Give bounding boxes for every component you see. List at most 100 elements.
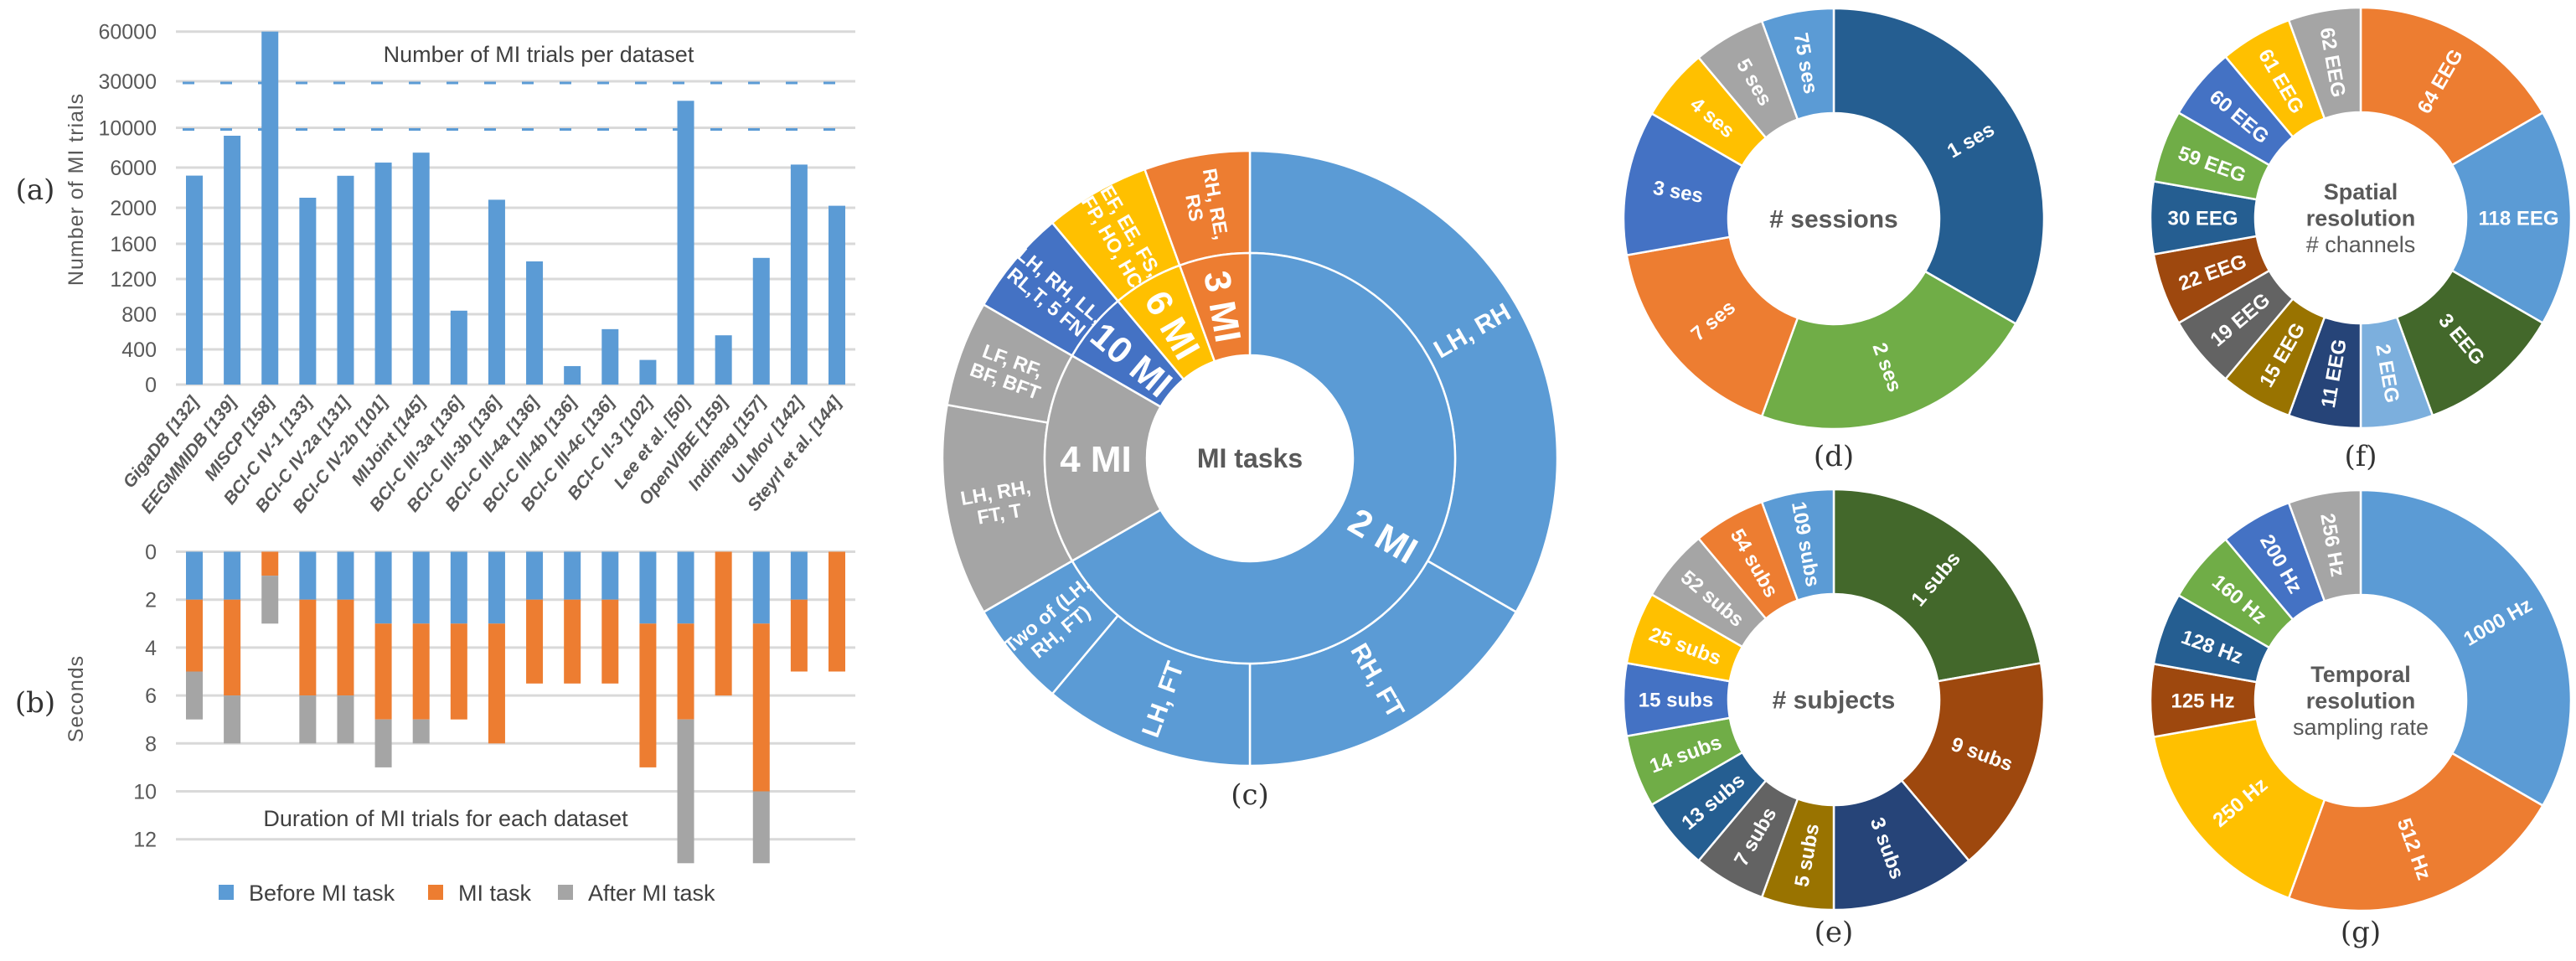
bar: [450, 310, 467, 385]
donut-slice: [1043, 354, 1163, 563]
bar-segment: [488, 623, 505, 744]
bar-segment: [374, 719, 392, 767]
panel-label-a: (a): [16, 173, 55, 207]
bar-segment: [450, 551, 467, 624]
bar-segment: [374, 551, 392, 624]
bar-segment: [299, 695, 317, 744]
center-subtitle: sampling rate: [2293, 715, 2429, 740]
slice-label: 118 EEG: [2478, 208, 2558, 230]
bar-segment: [564, 551, 581, 600]
bar-segment: [299, 551, 317, 600]
donut-slice: [2359, 488, 2573, 808]
y-tick-label: 8: [145, 732, 157, 756]
panel-label-g: (g): [2341, 916, 2381, 949]
donut-slice: [1760, 270, 2018, 431]
bar-segment: [601, 551, 619, 600]
bar: [715, 335, 732, 385]
bar: [601, 328, 619, 385]
y-tick-label: 0: [145, 374, 157, 397]
y-tick-label: 2000: [110, 197, 157, 220]
bar-segment: [224, 695, 241, 744]
slice-label-line: 4 MI: [1060, 439, 1132, 480]
bar-segment: [677, 719, 694, 864]
bar: [752, 257, 770, 385]
legend-swatch: [558, 885, 573, 900]
bar-segment: [752, 551, 770, 624]
bar-segment: [526, 599, 544, 684]
bar-segment: [224, 599, 241, 696]
bar: [412, 152, 430, 385]
legend-swatch: [428, 885, 443, 900]
center-title: Temporal: [2310, 662, 2411, 687]
bar-segment: [829, 551, 845, 672]
bar-segment: [412, 551, 430, 624]
y-tick-label: 2: [145, 589, 157, 612]
bar-segment: [677, 623, 694, 720]
bar-segment: [337, 551, 354, 600]
legend-label: MI task: [458, 881, 532, 906]
bar: [374, 163, 392, 385]
bar: [261, 31, 279, 385]
slice-label: 15 subs: [1639, 690, 1713, 712]
center-title: Spatial: [2324, 179, 2398, 204]
chart-a-trials-per-dataset: 04008001200160020006000100003000060000Gi…: [65, 21, 855, 517]
bar-segment: [186, 671, 203, 720]
y-tick-label: 10000: [98, 117, 157, 141]
center-title: MI tasks: [1197, 443, 1303, 473]
bar: [224, 136, 241, 385]
bar-segment: [412, 719, 430, 744]
legend-swatch: [219, 885, 234, 900]
panel-label-d: (d): [1814, 440, 1854, 473]
bar-segment: [752, 623, 770, 792]
legend-label: After MI task: [588, 881, 715, 906]
bar-segment: [715, 551, 732, 696]
bar: [526, 261, 544, 385]
slice-label: 4 MI: [1060, 439, 1132, 480]
bar-segment: [601, 599, 619, 684]
bar-segment: [412, 623, 430, 720]
panel-label-e: (e): [1815, 916, 1854, 949]
donut-slice: [2287, 488, 2362, 603]
donut-slice: [2287, 752, 2545, 912]
bar-segment: [337, 695, 354, 744]
donut-slice: [1760, 7, 1835, 121]
y-tick-label: 800: [121, 303, 157, 327]
bar-segment: [374, 623, 392, 720]
slice-label-line: 118 EEG: [2478, 208, 2558, 230]
y-axis-title: Number of MI trials: [65, 93, 88, 286]
slice-label-line: 125 Hz: [2171, 690, 2234, 713]
bar: [677, 101, 694, 385]
donut-slice: [2287, 6, 2362, 121]
bar: [564, 365, 581, 385]
donut-slice: [1625, 235, 1799, 418]
bar: [639, 359, 657, 385]
y-tick-label: 1600: [110, 233, 157, 256]
bar-segment: [526, 551, 544, 600]
donut-slice: [1178, 251, 1252, 364]
center-title: # subjects: [1773, 687, 1896, 715]
center-title: resolution: [2306, 205, 2416, 230]
center-title: resolution: [2306, 688, 2416, 713]
bar-segment: [450, 623, 467, 720]
y-tick-label: 6: [145, 685, 157, 708]
y-tick-label: 30000: [98, 70, 157, 94]
y-tick-label: 4: [145, 637, 157, 660]
donut-slice: [1900, 661, 2046, 863]
donut-slice: [1832, 7, 2046, 326]
donut-slice: [1832, 488, 2042, 683]
donut-slice: [1071, 251, 1457, 665]
y-tick-label: 1200: [110, 268, 157, 292]
bar: [488, 199, 505, 385]
bar-segment: [790, 599, 808, 672]
panel-label-f: (f): [2344, 440, 2377, 473]
y-tick-label: 60000: [98, 21, 157, 44]
bar-segment: [261, 576, 279, 624]
slice-label-line: RS: [1181, 193, 1207, 224]
bar-segment: [752, 791, 770, 864]
legend-label: Before MI task: [249, 881, 395, 906]
slice-label-line: 30 EEG: [2167, 208, 2238, 230]
